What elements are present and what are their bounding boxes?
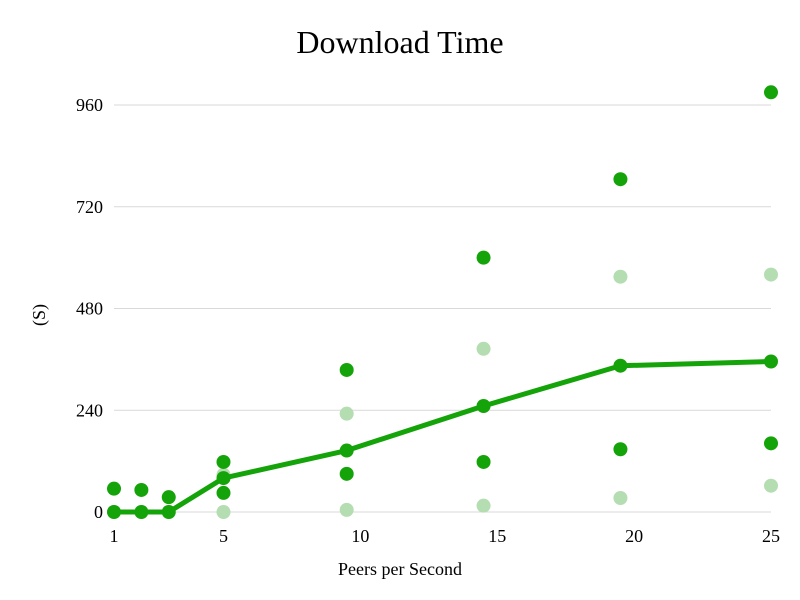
y-tick-label: 960 <box>76 95 103 115</box>
light-data-point <box>613 491 628 506</box>
x-axis-label: Peers per Second <box>338 559 462 579</box>
light-series <box>107 267 778 519</box>
y-axis-label: (S) <box>29 304 50 326</box>
x-tick-label: 20 <box>625 526 643 546</box>
dark-data-point <box>107 481 121 496</box>
line-data-point <box>476 399 491 414</box>
dark-data-point <box>161 490 176 505</box>
line-data-point <box>161 505 176 519</box>
dark-data-point <box>216 485 231 500</box>
dark-data-point <box>339 466 354 481</box>
dark-series <box>107 85 778 505</box>
y-tick-label: 0 <box>94 502 103 522</box>
gridlines <box>114 104 771 513</box>
dark-data-point <box>476 250 491 265</box>
x-tick-label: 15 <box>488 526 506 546</box>
y-tick-label: 720 <box>76 197 103 217</box>
light-data-point <box>476 341 491 356</box>
x-tick-label: 25 <box>762 526 780 546</box>
series-layer <box>107 85 778 519</box>
series-line <box>114 358 772 515</box>
y-tick-label: 240 <box>76 400 103 420</box>
line-data-point <box>339 443 354 458</box>
light-data-point <box>764 478 778 493</box>
dark-data-point <box>764 85 778 100</box>
line-series <box>107 354 778 519</box>
line-data-point <box>107 505 121 519</box>
dark-data-point <box>764 436 778 451</box>
x-tick-label: 1 <box>110 526 119 546</box>
light-data-point <box>339 406 354 421</box>
dark-data-point <box>134 482 149 497</box>
light-data-point <box>216 505 231 519</box>
dark-data-point <box>216 454 231 469</box>
dark-data-point <box>339 362 354 377</box>
line-data-point <box>216 471 231 486</box>
light-data-point <box>613 269 628 284</box>
light-data-point <box>764 267 778 282</box>
chart-title: Download Time <box>296 24 503 60</box>
x-tick-label: 5 <box>219 526 228 546</box>
y-tick-label: 480 <box>76 299 103 319</box>
line-data-point <box>764 354 778 369</box>
dark-data-point <box>613 172 628 187</box>
line-data-point <box>613 358 628 373</box>
line-data-point <box>134 505 149 519</box>
dark-data-point <box>613 442 628 457</box>
x-tick-label: 10 <box>351 526 369 546</box>
light-data-point <box>476 498 491 513</box>
dark-data-point <box>476 454 491 469</box>
light-data-point <box>339 502 354 517</box>
